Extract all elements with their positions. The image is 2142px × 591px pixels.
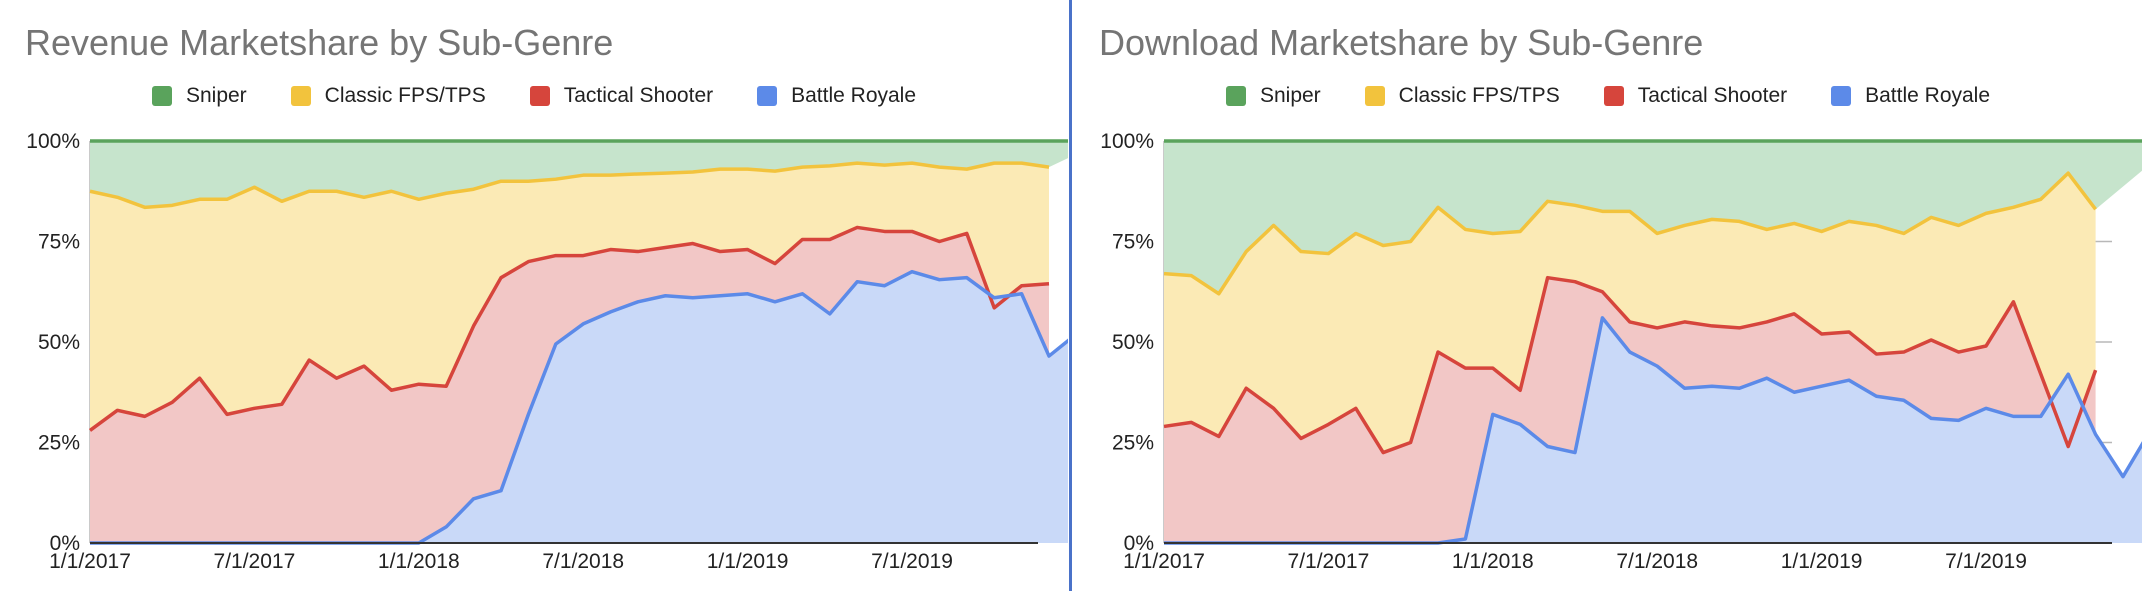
legend-item-battle[interactable]: Battle Royale [757, 84, 916, 108]
legend-swatch-battle [757, 86, 778, 106]
legend-swatch-classic [1364, 86, 1385, 106]
legend-label: Battle Royale [1865, 84, 1991, 107]
y-tick-label: 50% [38, 331, 80, 354]
legend-label: Tactical Shooter [563, 84, 714, 107]
legend-swatch-sniper [1225, 86, 1246, 106]
revenue-chart-panel: Revenue Marketshare by Sub-Genre Sniper … [0, 0, 1068, 591]
download-stacked-area-plot[interactable]: 0% 25% 50% 75% 100% 1/1/2017 7/1/2017 1/1/2018 7… [1074, 0, 2142, 591]
y-tick-label: 75% [38, 231, 80, 254]
legend-label: Classic FPS/TPS [1398, 84, 1560, 107]
chart-legend: Sniper Classic FPS/TPS Tactical Shooter … [0, 80, 1068, 112]
area-tactical[interactable] [90, 227, 1049, 543]
x-tick-label: 1/1/2018 [1452, 550, 1534, 573]
series-line-classic[interactable] [1163, 171, 2097, 296]
legend-item-tactical[interactable]: Tactical Shooter [1603, 84, 1788, 108]
x-tick-label: 7/1/2019 [1945, 550, 2027, 573]
area-battle[interactable] [1164, 317, 2142, 543]
y-tick-label: 75% [1112, 231, 1154, 254]
x-tick-label: 7/1/2017 [1288, 550, 1370, 573]
area-sniper[interactable] [1164, 141, 2142, 294]
area-classic[interactable] [1164, 173, 2096, 453]
area-battle[interactable] [90, 271, 1068, 543]
chart-legend: Sniper Classic FPS/TPS Tactical Shooter … [1074, 80, 2142, 112]
chart-title: Revenue Marketshare by Sub-Genre [25, 22, 614, 63]
x-tick-label: 7/1/2019 [871, 550, 953, 573]
chart-title: Download Marketshare by Sub-Genre [1099, 22, 1704, 63]
legend-swatch-tactical [529, 86, 550, 106]
legend-item-sniper[interactable]: Sniper [1225, 84, 1321, 108]
legend-label: Sniper [185, 84, 247, 107]
revenue-stacked-area-plot[interactable]: 0% 25% 50% 75% 100% 1/1/2017 7/1/2017 1/1/2018 7… [0, 0, 1068, 591]
series-line-tactical[interactable] [88, 225, 1050, 432]
x-tick-label: 1/1/2019 [707, 550, 789, 573]
legend-label: Sniper [1259, 84, 1321, 107]
y-tick-label: 25% [1112, 432, 1154, 455]
x-tick-label: 7/1/2018 [1616, 550, 1698, 573]
y-tick-label: 0% [50, 532, 80, 555]
legend-item-classic[interactable]: Classic FPS/TPS [290, 84, 486, 108]
legend-swatch-sniper [151, 86, 172, 106]
legend-swatch-tactical [1603, 86, 1624, 106]
y-tick-label: 50% [1112, 331, 1154, 354]
area-classic[interactable] [90, 163, 1049, 431]
legend-item-sniper[interactable]: Sniper [151, 84, 247, 108]
legend-label: Classic FPS/TPS [324, 84, 486, 107]
legend-label: Tactical Shooter [1637, 84, 1788, 107]
series-line-classic[interactable] [89, 161, 1050, 210]
legend-label: Battle Royale [791, 84, 917, 107]
x-tick-label: 1/1/2019 [1781, 550, 1863, 573]
x-tick-label: 1/1/2017 [49, 550, 131, 573]
y-tick-label: 0% [1124, 532, 1154, 555]
y-tick-label: 100% [1100, 130, 1154, 153]
panel-divider [1069, 0, 1072, 591]
download-chart-panel: Download Marketshare by Sub-Genre Sniper… [1074, 0, 2142, 591]
x-tick-label: 1/1/2018 [378, 550, 460, 573]
y-tick-label: 25% [38, 432, 80, 455]
x-tick-label: 7/1/2017 [214, 550, 296, 573]
legend-swatch-battle [1831, 86, 1852, 106]
y-tick-label: 100% [26, 130, 80, 153]
x-tick-label: 7/1/2018 [542, 550, 624, 573]
series-line-tactical[interactable] [1163, 275, 2098, 455]
x-tick-label: 1/1/2017 [1123, 550, 1205, 573]
legend-item-classic[interactable]: Classic FPS/TPS [1364, 84, 1560, 108]
legend-swatch-classic [290, 86, 311, 106]
legend-item-tactical[interactable]: Tactical Shooter [529, 84, 714, 108]
legend-item-battle[interactable]: Battle Royale [1831, 84, 1990, 108]
